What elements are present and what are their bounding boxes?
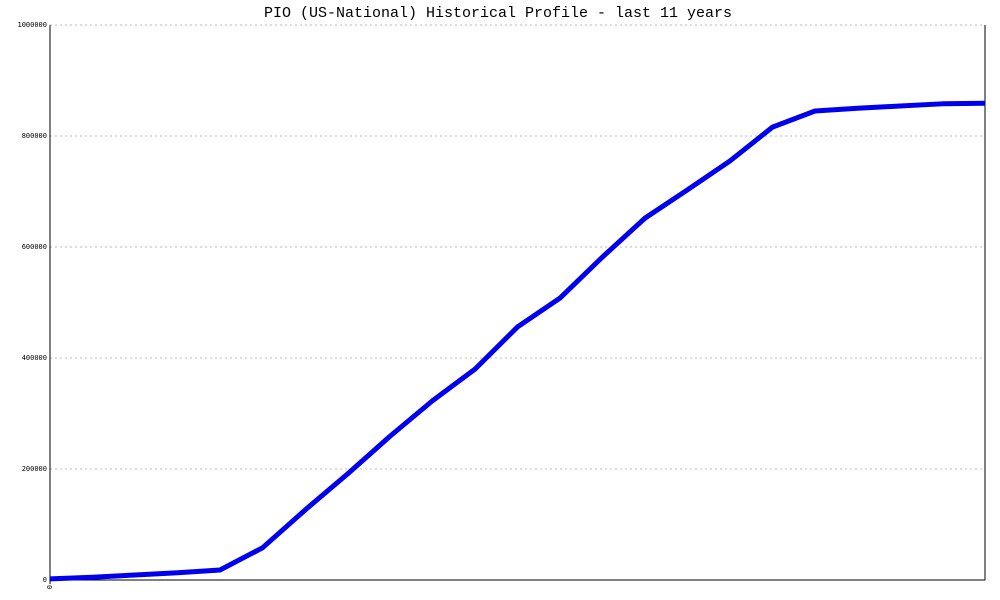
chart-title: PIO (US-National) Historical Profile - l… (264, 5, 732, 22)
y-tick-label: 1000000 (17, 21, 47, 29)
y-tick-label: 0 (43, 576, 47, 584)
y-tick-label: 600000 (22, 243, 47, 251)
y-tick-label: 200000 (22, 465, 47, 473)
y-tick-label: 800000 (22, 132, 47, 140)
x-tick-label: 0 (46, 585, 54, 589)
line-series (49, 100, 986, 582)
y-tick-label: 400000 (22, 354, 47, 362)
